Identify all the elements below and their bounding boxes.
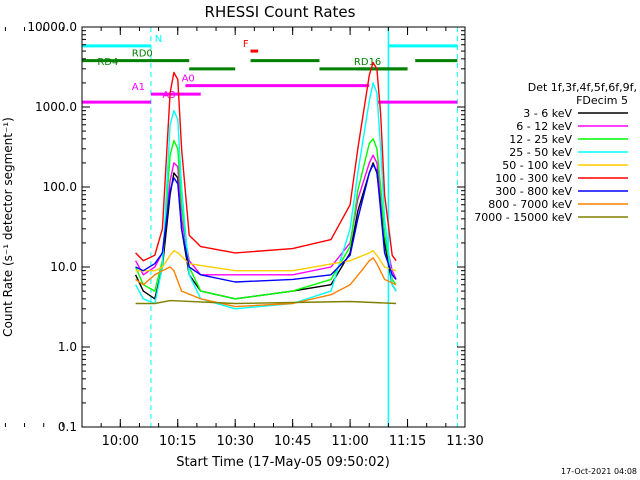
series-line [135,257,397,308]
y-axis-label: Count Rate (s⁻¹ detector segment⁻¹) [1,117,15,337]
state-bar-label: A1 [132,82,145,93]
x-tick-label: 10:15 [159,434,196,449]
x-axis-label: Start Time (17-May-05 09:50:02) [176,455,390,470]
state-bar-label: RD0 [132,49,153,60]
x-axis: 10:00 10:15 10:30 10:45 11:00 11:15 11:30 [4,27,484,449]
state-bar-label: N [155,34,162,45]
timestamp: 17-Oct-2021 04:08 [561,467,637,476]
state-bar-label: F [243,39,249,50]
y-tick-label: 10000.0 [27,20,77,34]
plot-area [82,27,465,427]
y-tick-label: 1000.0 [35,100,77,114]
y-tick-label: 0.1 [58,420,77,434]
legend-entry-label: 100 - 300 keV [495,172,572,185]
chart-title: RHESSI Count Rates [205,3,356,21]
legend-entry-label: 25 - 50 keV [509,146,572,159]
legend-header: FDecim 5 [576,94,628,107]
y-tick-label: 100.0 [43,180,77,194]
x-tick-label: 11:15 [389,434,426,449]
legend-header: Det 1f,3f,4f,5f,6f,9f, [528,81,637,94]
y-tick-label: 10.0 [50,260,77,274]
legend-entry-label: 12 - 25 keV [509,133,572,146]
series-line [135,61,397,262]
legend-entry-label: 6 - 12 keV [516,120,572,133]
count-rate-series [134,61,397,310]
legend-entry-label: 3 - 6 keV [523,107,572,120]
y-tick-label: 1.0 [58,340,77,354]
series-line [135,249,397,272]
legend-entry-label: 50 - 100 keV [502,159,572,172]
x-tick-label: 11:30 [446,434,483,449]
legend: Det 1f,3f,4f,5f,6f,9f,FDecim 5 3 - 6 keV6… [474,81,637,224]
x-tick-label: 10:45 [274,434,311,449]
legend-entry-label: 7000 - 15000 keV [474,211,572,224]
state-bar-label: RD4 [97,57,118,68]
y-axis: 0.1 1.0 10.0 100.0 1000.0 10000.0 [27,20,465,434]
x-tick-label: 10:30 [216,434,253,449]
legend-entry-label: 800 - 7000 keV [488,198,572,211]
series-line [135,299,397,305]
legend-entry-label: 300 - 800 keV [495,185,572,198]
state-bar-label: RD16 [354,57,381,68]
x-tick-label: 10:00 [102,434,139,449]
state-bar-label: A3 [162,90,175,101]
series-line [134,82,397,310]
series-line [135,163,397,283]
x-tick-label: 11:00 [331,434,368,449]
state-bar-label: A0 [182,74,195,85]
